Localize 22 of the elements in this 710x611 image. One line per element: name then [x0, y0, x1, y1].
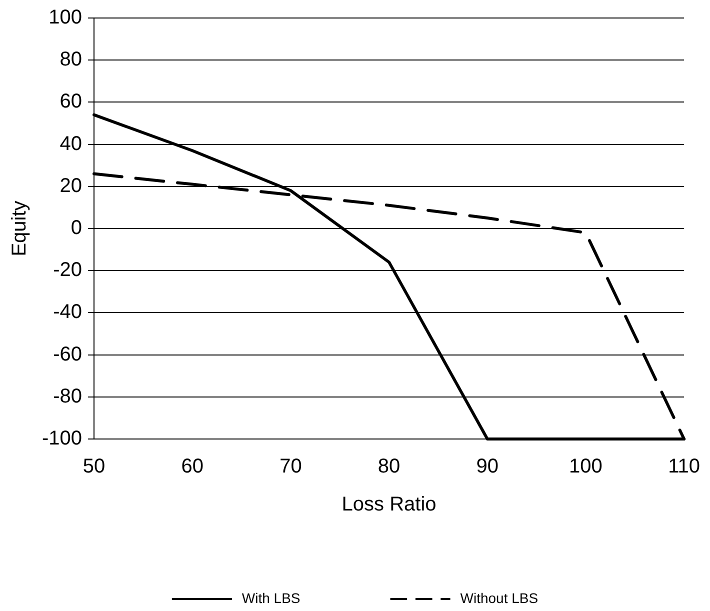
- y-tick-label: -100: [42, 428, 82, 450]
- y-tick-label: -40: [53, 301, 82, 324]
- x-tick-label: 110: [668, 456, 700, 478]
- y-tick-label: 20: [60, 174, 82, 197]
- x-tick-label: 80: [378, 456, 400, 478]
- legend-label: Without LBS: [460, 590, 538, 606]
- x-tick-label: 50: [82, 456, 106, 478]
- y-tick-label: -20: [53, 259, 82, 282]
- y-axis-title: Equity: [8, 200, 31, 256]
- x-tick-label: 100: [569, 456, 602, 478]
- y-tick-label: 80: [60, 48, 82, 71]
- y-tick-label: -60: [53, 343, 82, 366]
- x-axis-title: Loss Ratio: [342, 494, 436, 516]
- y-tick-label: 60: [60, 90, 82, 113]
- legend-label: With LBS: [242, 590, 300, 606]
- y-tick-label: 0: [70, 217, 82, 240]
- x-tick-label: 90: [476, 456, 499, 478]
- y-tick-label: 40: [60, 132, 82, 155]
- y-tick-label: -80: [53, 385, 82, 408]
- y-tick-label: 100: [48, 6, 82, 29]
- x-tick-label: 70: [280, 456, 302, 478]
- x-tick-label: 60: [181, 456, 204, 478]
